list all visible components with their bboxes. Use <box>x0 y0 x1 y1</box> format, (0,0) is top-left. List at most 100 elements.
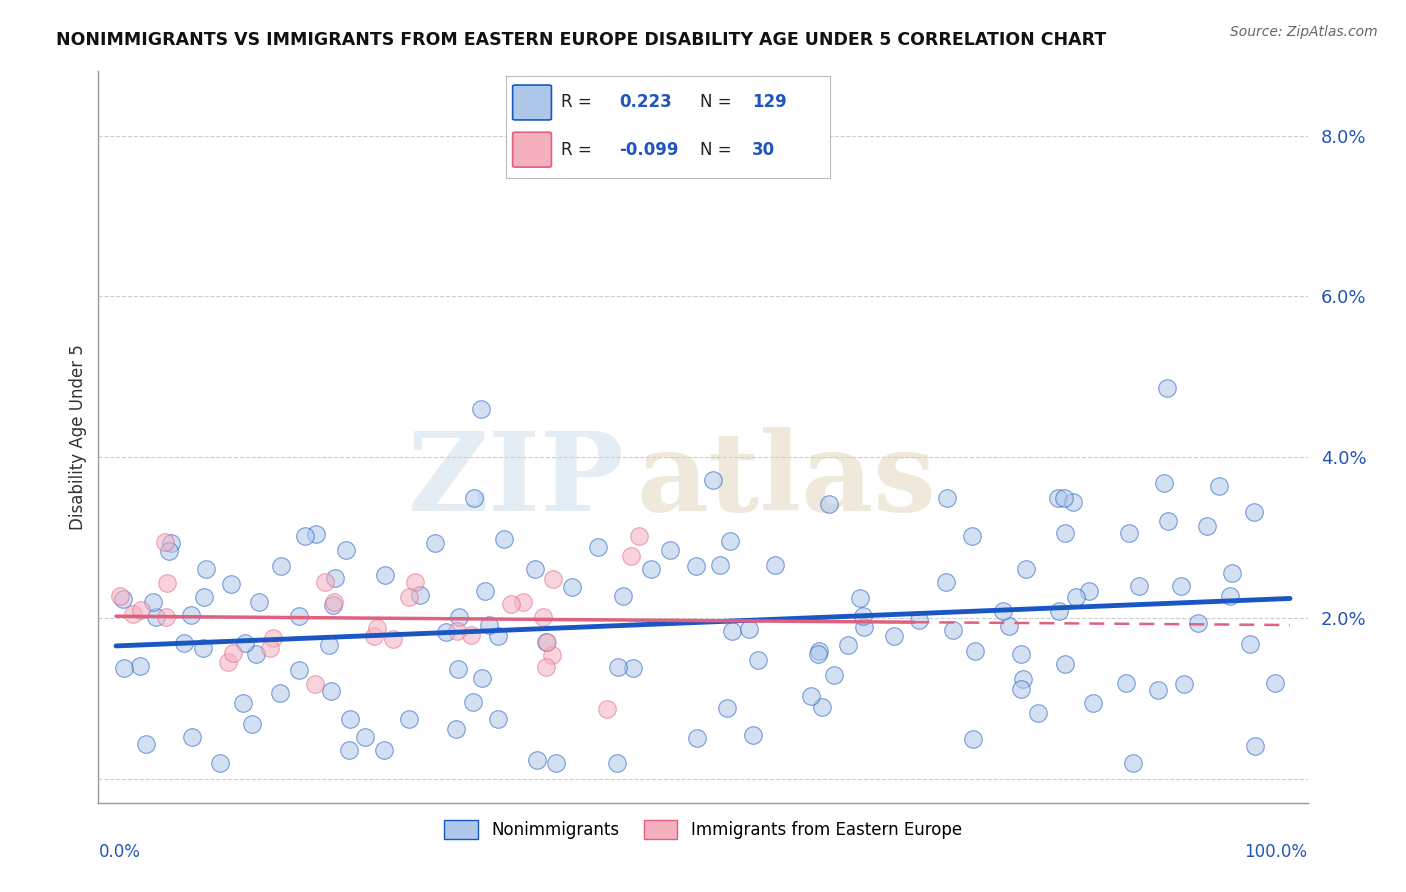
Point <box>1015 562 1038 576</box>
Point <box>1197 519 1219 533</box>
Text: ZIP: ZIP <box>408 427 624 534</box>
Text: atlas: atlas <box>637 427 936 534</box>
Point <box>1208 479 1230 493</box>
Point <box>908 613 931 627</box>
Point <box>304 677 326 691</box>
Text: N =: N = <box>700 94 731 112</box>
Point <box>640 562 662 576</box>
Point <box>486 629 509 643</box>
Point <box>478 617 501 632</box>
Point <box>810 700 832 714</box>
Point <box>142 595 165 609</box>
Point <box>233 636 256 650</box>
Point <box>763 558 786 572</box>
Point <box>718 533 741 548</box>
Point <box>460 628 482 642</box>
Point <box>321 683 343 698</box>
Point <box>294 529 316 543</box>
Point <box>628 529 651 543</box>
Point <box>1264 675 1286 690</box>
Text: R =: R = <box>561 141 592 159</box>
Text: 30: 30 <box>752 141 775 159</box>
Point <box>318 638 340 652</box>
Point <box>807 647 830 661</box>
Point <box>883 629 905 643</box>
Point <box>157 543 180 558</box>
Point <box>409 588 432 602</box>
Text: Source: ZipAtlas.com: Source: ZipAtlas.com <box>1230 25 1378 39</box>
Text: N =: N = <box>700 141 731 159</box>
Point <box>738 623 761 637</box>
Point <box>534 660 557 674</box>
Point <box>446 624 468 639</box>
Point <box>721 624 744 638</box>
Point <box>156 576 179 591</box>
Point <box>447 662 470 676</box>
Point <box>561 580 583 594</box>
Point <box>544 756 567 770</box>
Point <box>1239 637 1261 651</box>
Point <box>322 599 344 613</box>
Point <box>322 594 344 608</box>
Point <box>1011 673 1033 687</box>
Point <box>444 722 467 736</box>
Point <box>155 535 177 549</box>
Point <box>848 591 870 605</box>
Point <box>208 756 231 770</box>
Point <box>1083 696 1105 710</box>
Point <box>800 689 823 703</box>
Point <box>270 558 292 573</box>
Point <box>1062 495 1084 509</box>
Point <box>222 646 245 660</box>
Point <box>181 730 204 744</box>
Point <box>1153 475 1175 490</box>
Point <box>1122 756 1144 770</box>
Point <box>155 610 177 624</box>
Point <box>543 572 565 586</box>
Point <box>1115 675 1137 690</box>
Point <box>434 624 457 639</box>
Point <box>936 491 959 505</box>
Point <box>219 576 242 591</box>
Point <box>373 743 395 757</box>
Point <box>1053 657 1076 672</box>
Point <box>463 491 485 506</box>
Point <box>486 712 509 726</box>
Point <box>686 731 709 746</box>
Point <box>709 558 731 572</box>
Point <box>494 533 516 547</box>
Point <box>1118 525 1140 540</box>
Point <box>619 549 641 563</box>
Point <box>108 589 131 603</box>
Point <box>1173 677 1195 691</box>
Point <box>747 653 769 667</box>
Point <box>1026 706 1049 720</box>
Point <box>121 607 143 621</box>
Point <box>621 661 644 675</box>
Point <box>129 658 152 673</box>
Point <box>288 609 311 624</box>
Point <box>1157 514 1180 528</box>
Point <box>1077 584 1099 599</box>
Point <box>818 497 841 511</box>
Point <box>512 595 534 609</box>
Point <box>398 590 420 604</box>
Point <box>1053 525 1076 540</box>
Point <box>935 575 957 590</box>
Point <box>1219 590 1241 604</box>
Point <box>180 607 202 622</box>
Point <box>531 610 554 624</box>
Point <box>659 543 682 558</box>
Point <box>314 575 336 590</box>
Point <box>606 756 628 770</box>
Point <box>960 529 983 543</box>
Point <box>232 696 254 710</box>
Point <box>1066 591 1088 605</box>
Point <box>1170 579 1192 593</box>
Point <box>1049 603 1071 617</box>
Point <box>1010 682 1032 697</box>
Point <box>398 712 420 726</box>
Point <box>217 655 239 669</box>
Point <box>262 632 284 646</box>
Point <box>853 619 876 633</box>
